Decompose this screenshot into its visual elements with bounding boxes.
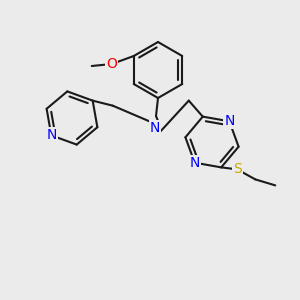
Text: N: N xyxy=(150,121,160,135)
Text: S: S xyxy=(233,162,242,176)
Text: O: O xyxy=(106,57,117,71)
Text: N: N xyxy=(46,128,56,142)
Text: N: N xyxy=(224,114,235,128)
Text: N: N xyxy=(190,156,200,170)
